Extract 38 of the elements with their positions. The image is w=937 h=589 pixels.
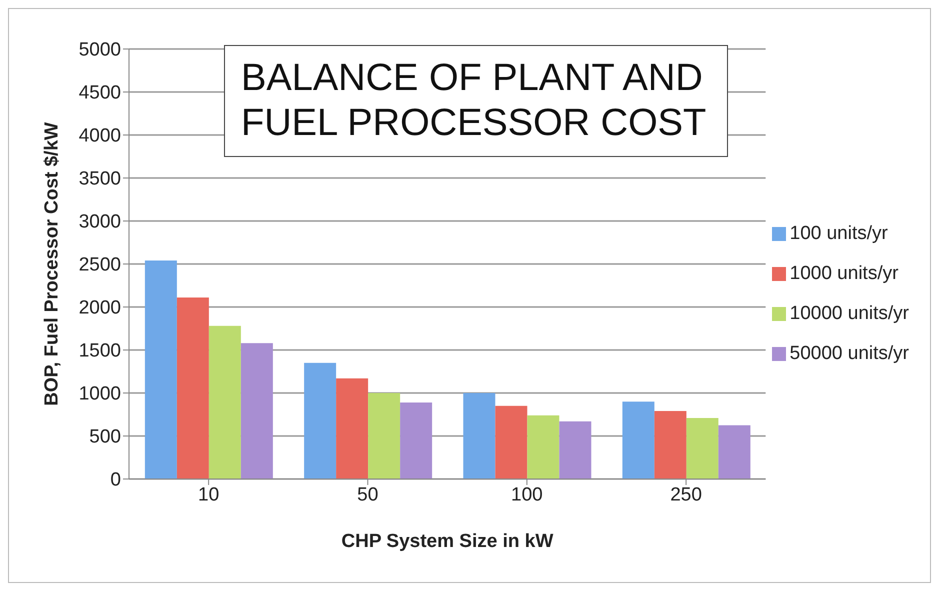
bar	[686, 418, 718, 479]
bar	[718, 425, 750, 479]
y-tick-label: 0	[110, 470, 121, 491]
x-axis-title: CHP System Size in kW	[341, 531, 554, 552]
legend-label: 10000 units/yr	[790, 303, 909, 324]
bar	[495, 406, 528, 479]
bar	[368, 393, 400, 479]
bar	[400, 402, 432, 479]
x-tick-label: 250	[670, 484, 702, 506]
y-tick-label: 2500	[78, 254, 121, 276]
legend-label: 1000 units/yr	[790, 263, 898, 284]
y-tick-label: 500	[89, 426, 121, 448]
y-tick-label: 4500	[78, 82, 121, 104]
bar	[463, 393, 496, 479]
bar	[304, 362, 336, 479]
bar	[336, 378, 368, 479]
legend-label: 50000 units/yr	[790, 343, 909, 364]
bar	[654, 411, 686, 479]
y-tick-label: 3000	[78, 212, 121, 233]
y-tick-label: 1000	[78, 384, 121, 405]
bar	[527, 415, 560, 479]
bar	[240, 343, 273, 479]
bar	[559, 421, 592, 479]
y-tick-label: 3500	[78, 168, 121, 190]
bar	[144, 260, 177, 479]
x-tick-label: 100	[511, 484, 543, 506]
y-tick-label: 2000	[78, 298, 121, 319]
bar	[208, 326, 241, 479]
y-tick-label: 1500	[78, 340, 121, 362]
x-tick-label: 50	[357, 484, 378, 506]
y-axis-title: BOP, Fuel Processor Cost $/kW	[42, 122, 63, 406]
y-tick-label: 5000	[78, 40, 121, 61]
legend-label: 100 units/yr	[790, 223, 888, 244]
text: BALANCE OF PLANT AND FUEL PROCESSOR COST	[224, 45, 728, 157]
y-tick-label: 4000	[78, 126, 121, 147]
bar	[176, 298, 209, 479]
x-tick-label: 10	[198, 484, 220, 506]
bar	[622, 402, 654, 479]
